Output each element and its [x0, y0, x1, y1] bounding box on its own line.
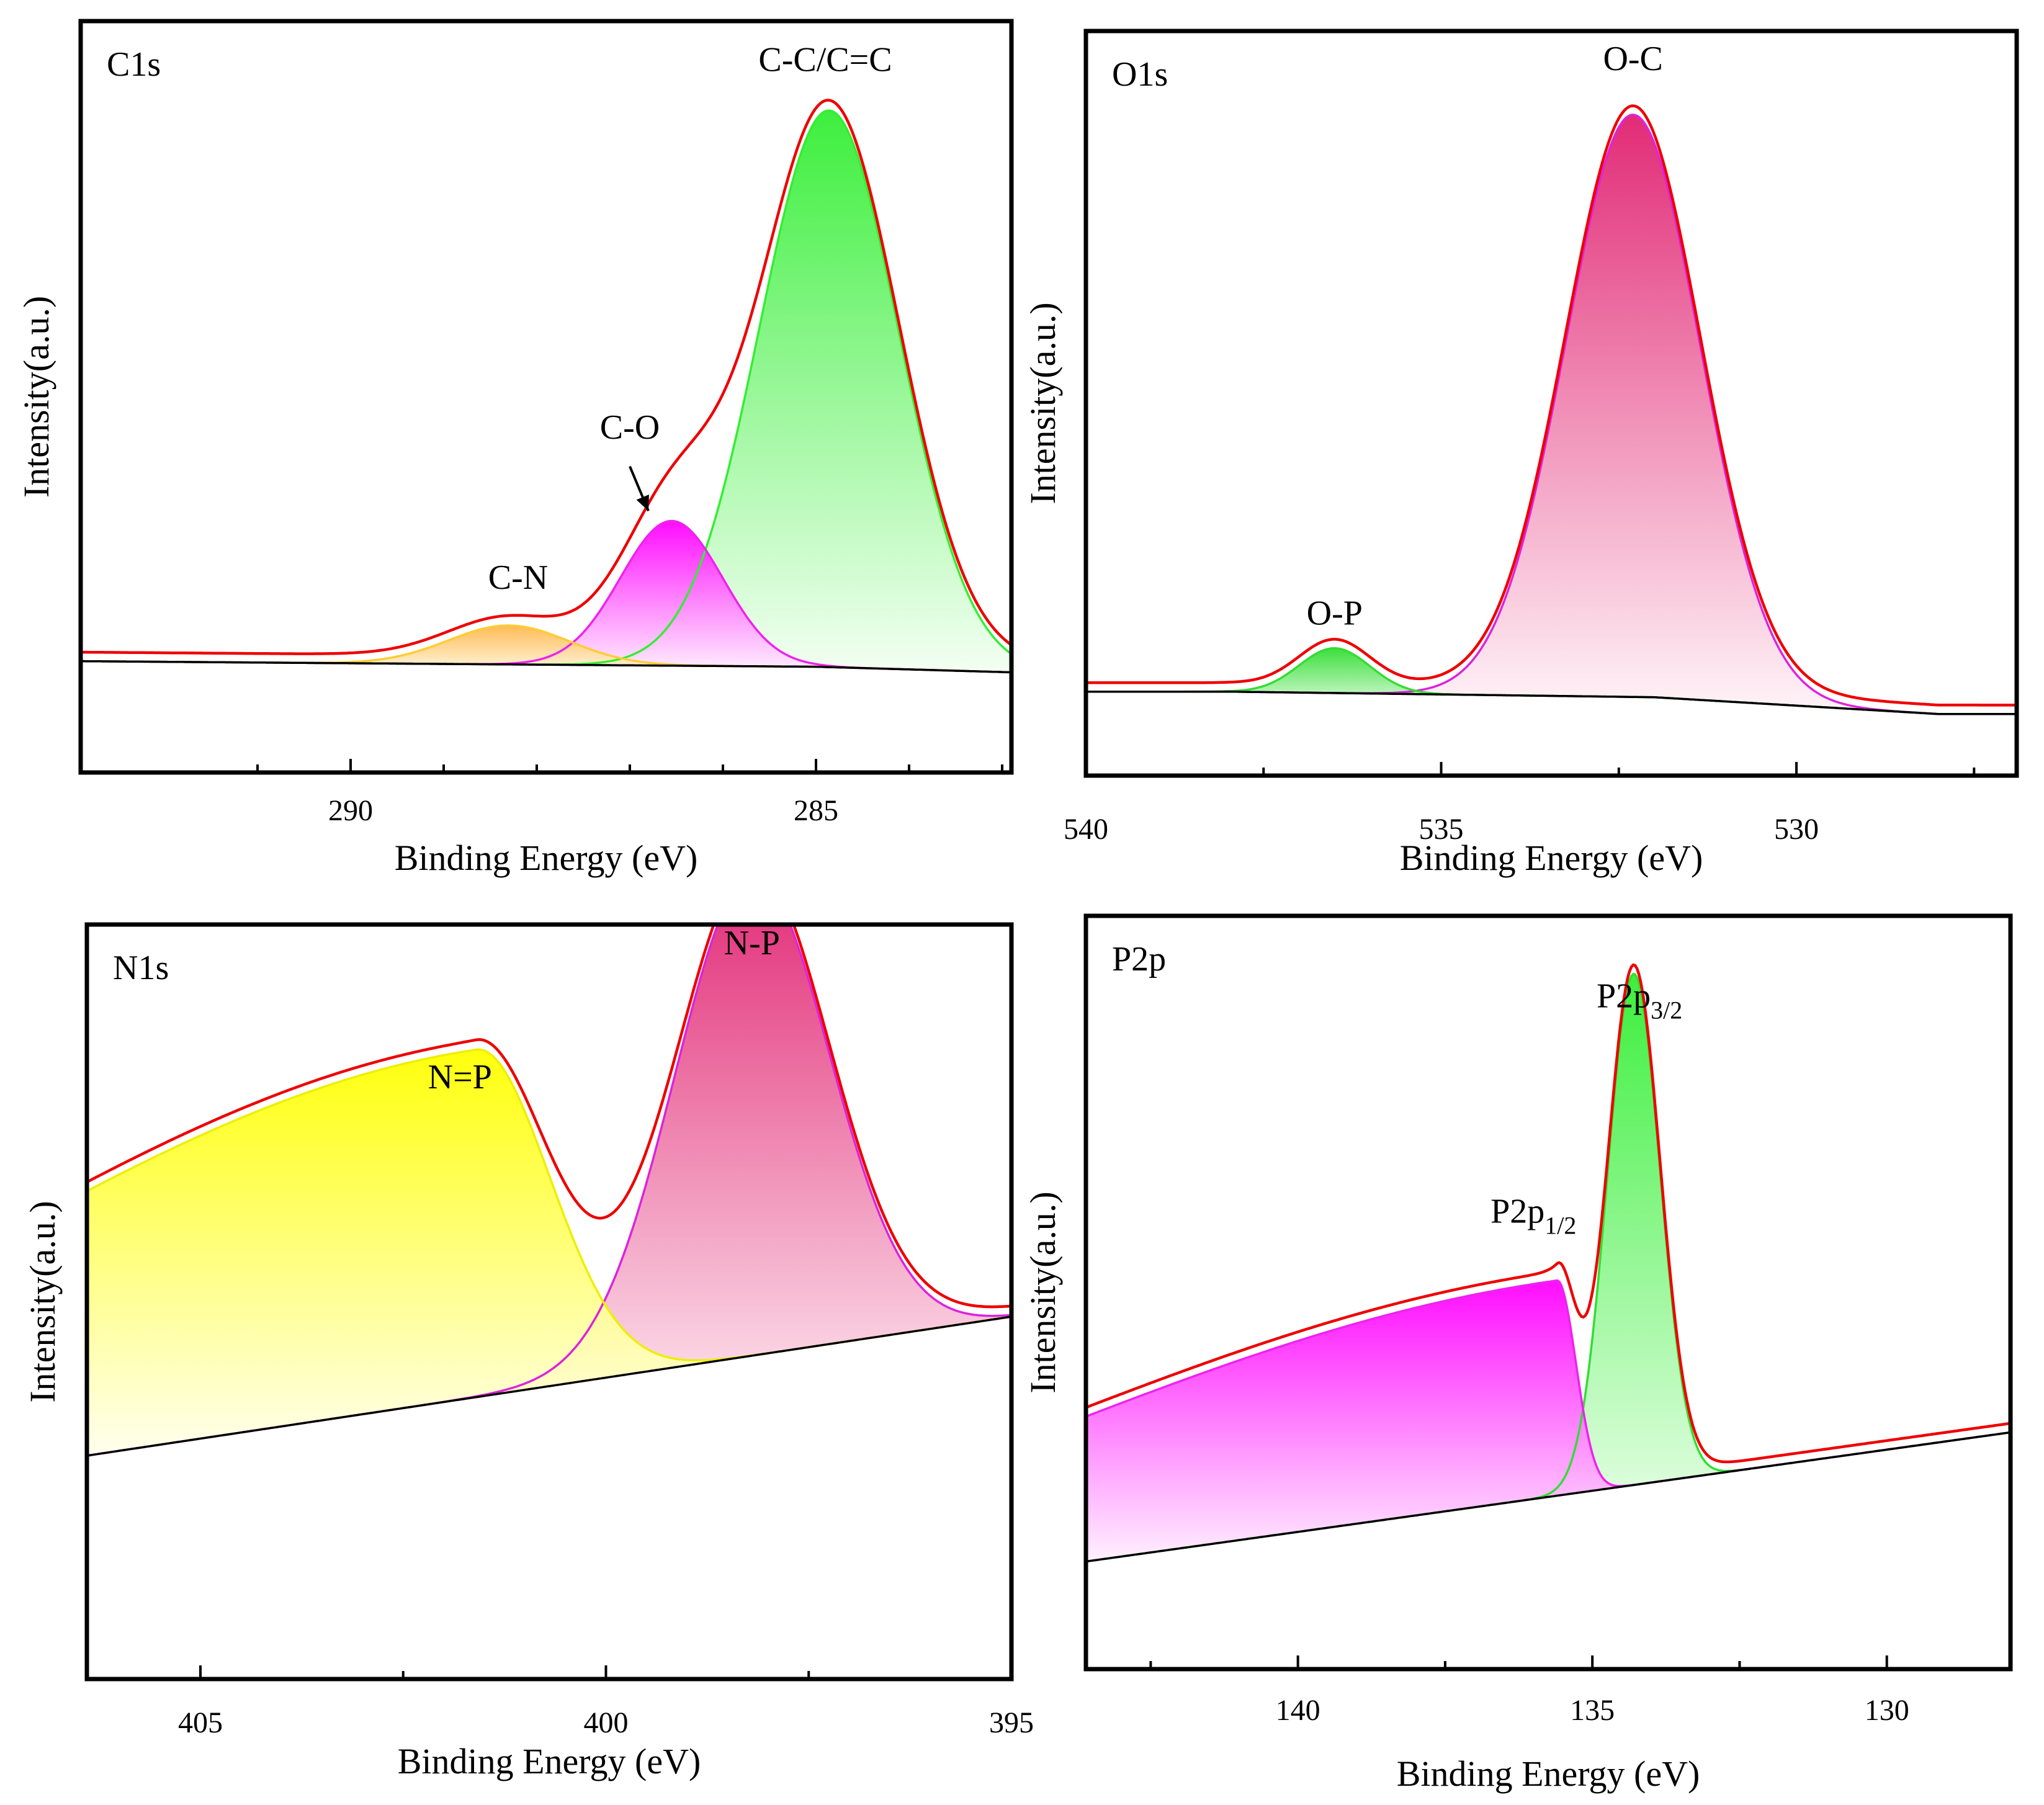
x-tick-label: 530 — [1774, 813, 1819, 846]
plot-area — [87, 925, 1011, 1457]
y-axis-label: Intensity(a.u.) — [1023, 1191, 1063, 1393]
plot-frame — [78, 19, 1014, 775]
plot-area — [81, 99, 1011, 674]
peak-label-n-p: N-P — [724, 924, 780, 962]
peak-label-c-n: C-N — [488, 558, 548, 597]
arrow-head — [636, 495, 649, 511]
x-tick-label: 140 — [1276, 1694, 1320, 1727]
peak-label-n-p: N=P — [428, 1058, 492, 1096]
x-tick-label: 535 — [1419, 813, 1464, 846]
y-axis-label: Intensity(a.u.) — [16, 296, 56, 498]
panel-o1s: 540 535 530 Binding Energy (eV) Intensity(a.… — [1023, 29, 2019, 878]
background-line — [81, 660, 1011, 674]
envelope-line — [1086, 104, 2017, 707]
peak-label-c-o: C-O — [600, 408, 660, 447]
x-tick-label: 405 — [178, 1706, 223, 1739]
panel-title: O1s — [1112, 55, 1168, 94]
plot-frame — [84, 922, 1014, 1682]
peak-fill-n-p — [87, 1049, 1011, 1456]
peak-label-p2p3-2: P2p3/2 — [1597, 977, 1682, 1024]
x-tick-label: 540 — [1064, 813, 1108, 846]
panel-p2p: 140 135 130 Binding Energy (eV) Intensity(a.… — [1023, 913, 2013, 1794]
peak-label-p2p1-2: P2p1/2 — [1490, 1192, 1576, 1239]
x-tick-label: 130 — [1865, 1694, 1909, 1727]
envelope-line — [1086, 963, 2010, 1464]
x-tick-label: 135 — [1570, 1694, 1615, 1727]
peak-fill-c-n — [81, 625, 1011, 673]
x-axis-label: Binding Energy (eV) — [395, 838, 698, 878]
background-line — [1086, 690, 2017, 715]
x-tick-label: 400 — [583, 1706, 628, 1739]
background-line — [1086, 1431, 2010, 1563]
plot-frame — [1083, 29, 2019, 778]
peak-label-o-c: O-C — [1603, 40, 1662, 78]
peak-fill-p2p1-2 — [1086, 1280, 2010, 1562]
x-axis-label: Binding Energy (eV) — [1400, 838, 1703, 878]
plot-frame — [1083, 913, 2013, 1672]
x-axis-label: Binding Energy (eV) — [398, 1741, 701, 1781]
x-tick-label: 285 — [794, 794, 838, 827]
background-line — [87, 1315, 1011, 1457]
peak-label-c-c-c-c: C-C/C=C — [758, 41, 892, 79]
envelope-line — [87, 925, 1011, 1309]
peak-fill-o-p — [1086, 648, 2017, 714]
peak-fill-o-c — [1086, 114, 2017, 714]
panel-title: P2p — [1112, 940, 1166, 979]
envelope-line — [81, 99, 1011, 655]
panel-n1s: 405 400 395 Binding Energy (eV) Intensity(a.… — [22, 922, 1034, 1781]
peak-label-o-p: O-P — [1307, 594, 1363, 632]
x-tick-label: 290 — [328, 794, 373, 827]
panel-title: C1s — [107, 45, 161, 84]
panel-title: N1s — [113, 949, 169, 987]
plot-area — [1086, 963, 2010, 1563]
x-tick-label: 395 — [989, 1706, 1034, 1739]
y-axis-label: Intensity(a.u.) — [1023, 302, 1063, 504]
x-axis-label: Binding Energy (eV) — [1397, 1753, 1700, 1794]
peak-fill-c-c-c-c — [81, 110, 1011, 673]
plot-area — [1086, 104, 2017, 715]
y-axis-label: Intensity(a.u.) — [22, 1201, 63, 1402]
peak-fill-n-p — [87, 925, 1011, 1456]
panel-c1s: 290 285 Binding Energy (eV) Intensity(a.u.)… — [16, 19, 1014, 878]
